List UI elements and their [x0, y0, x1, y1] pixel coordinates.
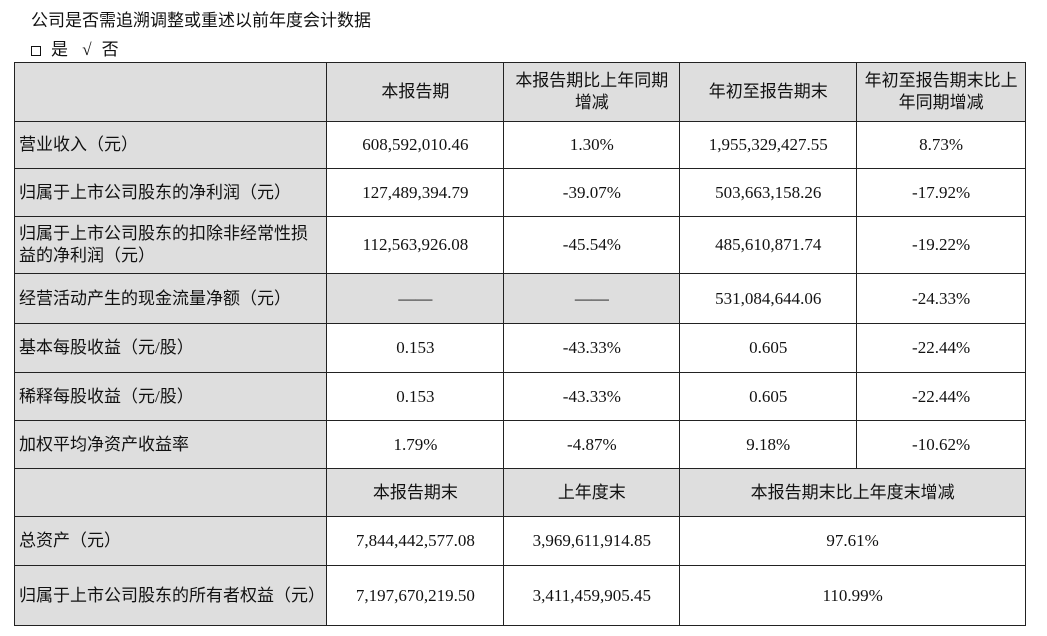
table-cell: 本报告期	[326, 62, 505, 122]
financial-data-table: 本报告期 本报告期比上年同期增减 年初至报告期末 年初至报告期末比上年同期增减 营业收入…	[13, 62, 1026, 626]
table-cell: 总资产（元）	[13, 516, 328, 566]
table-cell: 3,969,611,914.85	[503, 516, 681, 566]
table-cell: -45.54%	[503, 216, 681, 274]
table-cell: 归属于上市公司股东的扣除非经常性损益的净利润（元）	[13, 216, 328, 274]
table-cell: 3,411,459,905.45	[503, 565, 681, 626]
table-row: 经营活动产生的现金流量净额（元） —— —— 531,084,644.06 -24.33…	[13, 273, 1026, 324]
table-cell: -4.87%	[503, 420, 681, 469]
table-cell: 上年度末	[503, 468, 681, 517]
table-cell: 稀释每股收益（元/股）	[13, 372, 328, 421]
restatement-options: 是 √ 否	[31, 35, 129, 60]
header-row: 本报告期末 上年度末 本报告期末比上年度末增减	[13, 468, 1026, 517]
table-cell: 503,663,158.26	[679, 168, 858, 217]
table-row: 加权平均净资产收益率 1.79% -4.87% 9.18% -10.62%	[13, 420, 1026, 469]
table-cell: 本报告期末比上年度末增减	[679, 468, 1026, 517]
table-cell: ——	[326, 273, 505, 324]
table-cell: ——	[503, 273, 681, 324]
table-cell: -24.33%	[856, 273, 1026, 324]
table-cell: 本报告期比上年同期增减	[503, 62, 681, 122]
table-cell: -19.22%	[856, 216, 1026, 274]
check-mark-icon: √	[82, 40, 92, 59]
table-cell: 1.79%	[326, 420, 505, 469]
table-cell: 营业收入（元）	[13, 121, 328, 169]
table-cell: 531,084,644.06	[679, 273, 858, 324]
table-cell: 9.18%	[679, 420, 858, 469]
table-cell: 7,844,442,577.08	[326, 516, 505, 566]
checkbox-yes[interactable]	[31, 46, 41, 57]
table-row: 归属于上市公司股东的所有者权益（元） 7,197,670,219.50 3,411,…	[13, 565, 1026, 626]
table-cell: 基本每股收益（元/股）	[13, 323, 328, 373]
table-cell: 485,610,871.74	[679, 216, 858, 274]
table-cell: 97.61%	[679, 516, 1026, 566]
table-cell: -10.62%	[856, 420, 1026, 469]
table-cell: 1.30%	[503, 121, 681, 169]
table-cell	[13, 62, 328, 122]
header-row: 本报告期 本报告期比上年同期增减 年初至报告期末 年初至报告期末比上年同期增减	[13, 62, 1026, 122]
table-cell: -43.33%	[503, 372, 681, 421]
table-cell: 0.153	[326, 323, 505, 373]
table-cell: 年初至报告期末比上年同期增减	[856, 62, 1026, 122]
table-cell: -17.92%	[856, 168, 1026, 217]
table-row: 基本每股收益（元/股） 0.153 -43.33% 0.605 -22.44%	[13, 323, 1026, 373]
table-cell: 年初至报告期末	[679, 62, 858, 122]
table-cell: 经营活动产生的现金流量净额（元）	[13, 273, 328, 324]
table-row: 营业收入（元） 608,592,010.46 1.30% 1,955,329,427.…	[13, 121, 1026, 169]
table-cell: 0.605	[679, 372, 858, 421]
table-cell: 127,489,394.79	[326, 168, 505, 217]
question-text: 公司是否需追溯调整或重述以前年度会计数据	[31, 11, 371, 30]
table-cell: 1,955,329,427.55	[679, 121, 858, 169]
table-cell	[13, 468, 328, 517]
option-no: 否	[101, 40, 119, 59]
table-cell: -43.33%	[503, 323, 681, 373]
table-cell: 本报告期末	[326, 468, 505, 517]
table-cell: 0.605	[679, 323, 858, 373]
option-yes: 是	[51, 40, 68, 59]
table-row: 归属于上市公司股东的扣除非经常性损益的净利润（元） 112,563,926.08-…	[13, 216, 1026, 274]
table-cell: -39.07%	[503, 168, 681, 217]
table-cell: -22.44%	[856, 372, 1026, 421]
table-row: 归属于上市公司股东的净利润（元） 127,489,394.79 -39.07% 503…	[13, 168, 1026, 217]
table-cell: 112,563,926.08	[326, 216, 505, 274]
table-cell: 加权平均净资产收益率	[13, 420, 328, 469]
table-cell: -22.44%	[856, 323, 1026, 373]
table-cell: 0.153	[326, 372, 505, 421]
table-cell: 归属于上市公司股东的所有者权益（元）	[13, 565, 328, 626]
table-cell: 8.73%	[856, 121, 1026, 169]
table-cell: 110.99%	[679, 565, 1026, 626]
table-cell: 608,592,010.46	[326, 121, 505, 169]
table-cell: 归属于上市公司股东的净利润（元）	[13, 168, 328, 217]
table-row: 稀释每股收益（元/股） 0.153 -43.33% 0.605 -22.44%	[13, 372, 1026, 421]
table-cell: 7,197,670,219.50	[326, 565, 505, 626]
table-row: 总资产（元） 7,844,442,577.08 3,969,611,914.85 97…	[13, 516, 1026, 566]
